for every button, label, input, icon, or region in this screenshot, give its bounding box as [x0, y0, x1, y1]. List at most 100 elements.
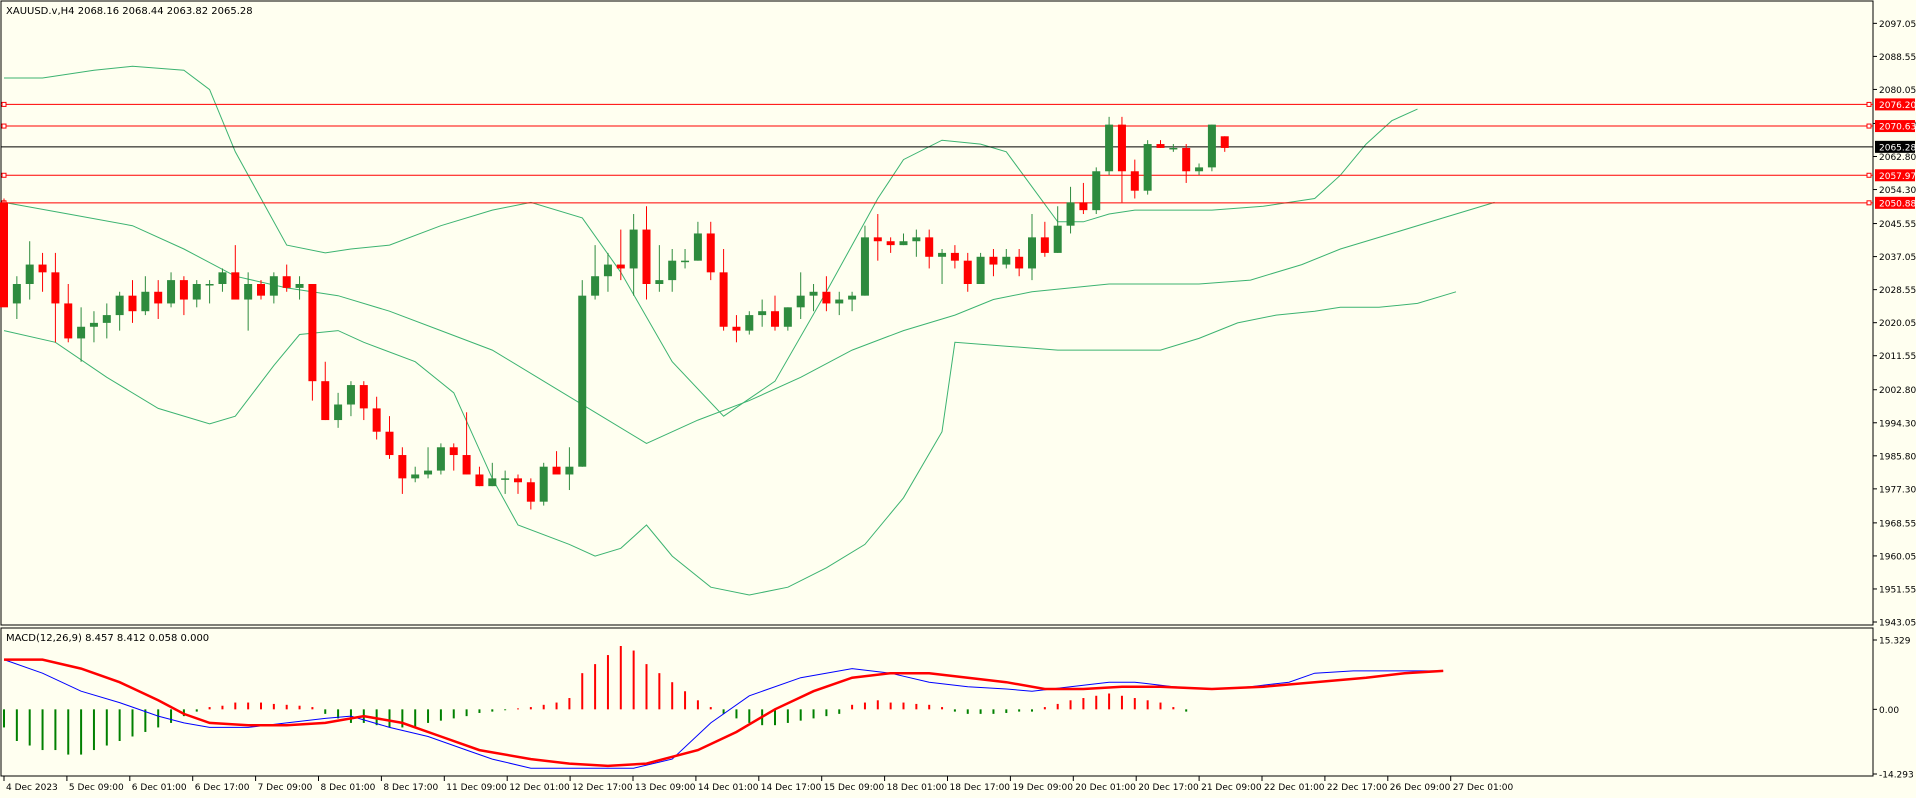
candle: [128, 280, 137, 323]
candle: [282, 264, 291, 292]
candle-body: [385, 431, 394, 456]
time-tick-label: 14 Dec 17:00: [761, 783, 822, 793]
price-tick-label: 2037.05: [1879, 253, 1916, 263]
candle-body: [1130, 171, 1139, 191]
candle-body: [372, 408, 381, 432]
candle: [1105, 116, 1114, 176]
candle: [398, 447, 407, 494]
candle: [424, 447, 433, 479]
candle: [629, 214, 638, 296]
candle-body: [257, 283, 265, 296]
candle: [385, 416, 394, 459]
candle: [989, 249, 998, 277]
candle-body: [1066, 202, 1075, 226]
price-level-tag-label: 2065.28: [1879, 143, 1916, 153]
candle-body: [334, 404, 343, 421]
candle: [1040, 221, 1049, 257]
candle: [244, 272, 253, 331]
candle-body: [578, 295, 587, 467]
candle-body: [102, 315, 111, 323]
candle-body: [346, 385, 355, 405]
candle-body: [411, 474, 420, 479]
candle-body: [282, 276, 291, 288]
price-level-lines[interactable]: [1, 101, 1873, 206]
candle-body: [1079, 202, 1088, 211]
price-tick-label: 1985.80: [1879, 452, 1916, 462]
price-level-tag: [1875, 169, 1915, 182]
candle-body: [115, 295, 124, 316]
time-axis: 4 Dec 2023 5 Dec 09:00 6 Dec 01:00 6 Dec 17…: [3, 776, 1513, 793]
symbol-header: XAUUSD.v,H4 2068.16 2068.44 2063.82 2065…: [6, 6, 253, 17]
price-panel[interactable]: 2097.052088.552080.052071.302062.802054.…: [0, 0, 1916, 629]
candle: [462, 412, 471, 475]
candle: [514, 474, 522, 494]
candle-body: [938, 252, 947, 257]
candle: [488, 462, 497, 487]
time-tick-label: 7 Dec 09:00: [258, 783, 313, 793]
candle-body: [64, 303, 73, 339]
candle-body: [51, 272, 60, 304]
candle: [1156, 140, 1165, 148]
candle: [552, 451, 561, 475]
candle-body: [822, 291, 831, 304]
level-handle-right: [1866, 172, 1872, 178]
candle-body: [809, 291, 818, 296]
time-tick-label: 21 Dec 09:00: [1201, 783, 1262, 793]
candle: [1143, 140, 1152, 195]
candle: [848, 291, 857, 312]
time-tick-label: 26 Dec 09:00: [1390, 783, 1451, 793]
price-tick-label: 2028.55: [1879, 286, 1916, 296]
time-tick-label: 20 Dec 01:00: [1075, 783, 1136, 793]
price-tick-label: 1977.30: [1879, 485, 1916, 495]
candle-body: [321, 381, 330, 421]
time-tick-label: 18 Dec 01:00: [887, 783, 948, 793]
macd-panel[interactable]: 15.329 0.00 -14.293 MACD(12,26,9) 8.457 8.…: [0, 627, 1914, 781]
candle: [1207, 124, 1216, 172]
candle-body: [539, 466, 548, 502]
price-tick-label: 1994.30: [1879, 419, 1916, 429]
price-tick-label: 2097.05: [1879, 20, 1916, 30]
price-level-tags: 2076.20 2070.63 2065.28 2057.97 2050.88: [1875, 98, 1916, 209]
candle: [1053, 206, 1062, 253]
candle-body: [398, 455, 407, 479]
candle: [346, 381, 355, 417]
candle-body: [89, 322, 98, 327]
candle-body: [771, 311, 779, 327]
candle: [141, 276, 150, 316]
candle-body: [1156, 144, 1165, 148]
candle-body: [860, 237, 869, 296]
candle: [167, 272, 176, 308]
candle: [321, 361, 330, 421]
candle-body: [1207, 124, 1216, 168]
candle-body: [1143, 144, 1152, 191]
candle: [1066, 186, 1075, 234]
candle-body: [732, 326, 741, 331]
candle: [565, 447, 574, 491]
candle: [745, 311, 754, 335]
time-tick-label: 22 Dec 17:00: [1327, 783, 1388, 793]
candle-body: [179, 280, 188, 300]
candle: [1220, 136, 1229, 152]
candle: [886, 237, 895, 253]
level-handle-left: [1, 172, 7, 178]
candle: [899, 233, 908, 246]
time-tick-label: 8 Dec 01:00: [321, 783, 376, 793]
time-tick-label: 12 Dec 17:00: [572, 783, 633, 793]
price-level-tag-label: 2050.88: [1879, 199, 1916, 209]
price-tick-label: 2054.30: [1879, 186, 1916, 196]
price-tick-label: 2045.55: [1879, 220, 1916, 230]
price-tick-label: 1943.05: [1879, 619, 1916, 629]
candle-body: [1053, 225, 1062, 253]
candle: [835, 291, 844, 316]
time-tick-label: 12 Dec 01:00: [509, 783, 570, 793]
price-tick-label: 1960.05: [1879, 552, 1916, 562]
candle: [912, 229, 921, 257]
level-handle-right: [1866, 200, 1872, 206]
candle: [822, 276, 831, 312]
candle: [732, 315, 741, 343]
candle-body: [488, 478, 497, 487]
candle-body: [1105, 124, 1114, 172]
candle: [64, 283, 73, 343]
